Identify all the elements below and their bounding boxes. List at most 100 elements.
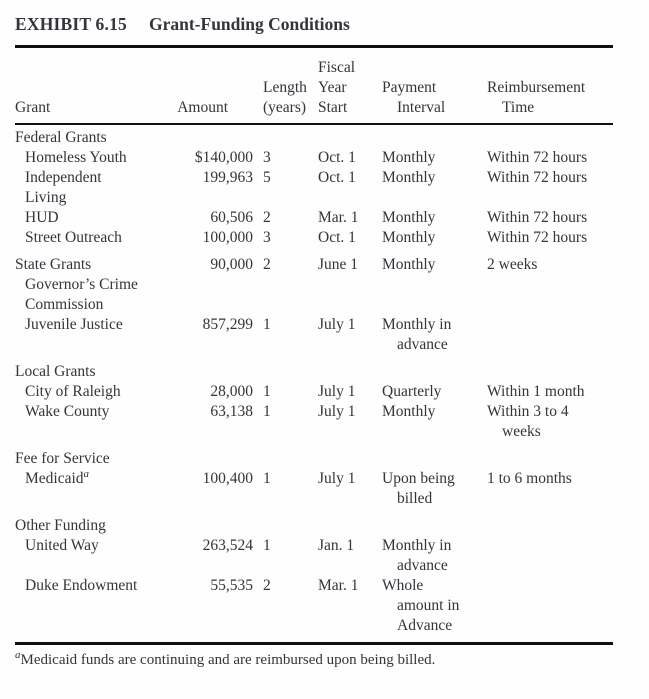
cell-amount: 857,299 — [202, 316, 253, 333]
cell-fiscal-year-start — [315, 275, 382, 295]
grant-name: City of Raleigh — [15, 382, 163, 402]
cell-payment-interval: Whole amount in Advance — [382, 577, 460, 634]
column-header-fiscal-year: Fiscal Year Start — [318, 59, 356, 116]
table-row: Street Outreach 100,000 3 Oct. 1 Monthly With… — [15, 228, 613, 248]
table-row: Wake County 63,138 1 July 1 Monthly Within 3 … — [15, 402, 613, 442]
cell-amount: 28,000 — [210, 383, 253, 400]
table-section: Fee for Service Medicaida 100,400 1 July 1 Up… — [15, 449, 613, 509]
cell-amount — [163, 275, 253, 295]
cell-payment-interval: Monthly — [382, 169, 436, 186]
cell-length-years — [253, 362, 315, 382]
cell-length-years: 3 — [263, 149, 271, 166]
section-name: Other Funding — [15, 516, 163, 536]
cell-fiscal-year-start: Mar. 1 — [318, 209, 359, 226]
column-header-amount: Amount — [177, 99, 228, 116]
cell-amount: 263,524 — [202, 537, 253, 554]
cell-fiscal-year-start — [315, 362, 382, 382]
table-section: Local Grants City of Raleigh 28,000 1 July 1… — [15, 362, 613, 442]
grant-name-text: Duke Endowment — [25, 577, 138, 594]
cell-length-years: 1 — [263, 316, 271, 333]
table-row: City of Raleigh 28,000 1 July 1 Quarterly Wit… — [15, 382, 613, 402]
cell-length-years: 5 — [263, 169, 271, 186]
table-section: Federal Grants Homeless Youth $140,000 3 Oct… — [15, 128, 613, 248]
exhibit-number: EXHIBIT 6.15 — [15, 14, 127, 34]
cell-reimbursement-time — [487, 536, 613, 556]
grant-name-text: Local Grants — [15, 363, 96, 380]
grant-name: United Way — [15, 536, 163, 556]
cell-payment-interval: Quarterly — [382, 383, 442, 400]
cell-length-years — [253, 275, 315, 295]
cell-reimbursement-time: 2 weeks — [487, 256, 538, 273]
grant-name-text: City of Raleigh — [25, 383, 121, 400]
cell-reimbursement-time: Within 72 hours — [487, 209, 588, 226]
table-row: Medicaida 100,400 1 July 1 Upon being billed… — [15, 467, 613, 509]
cell-amount: 63,138 — [210, 403, 253, 420]
section-header-row: State Grants 90,000 2 June 1 Monthly 2 weeks — [15, 255, 613, 275]
exhibit-caption: Grant-Funding Conditions — [148, 14, 350, 34]
grant-name: Medicaida — [15, 467, 163, 489]
column-header-reimbursement: Reimbursement Time — [487, 79, 586, 116]
cell-payment-interval: Monthly in advance — [382, 316, 452, 353]
cell-payment-interval — [382, 362, 487, 382]
table-row: Duke Endowment 55,535 2 Mar. 1 Whole amount … — [15, 576, 613, 636]
table-row: Independent Living 199,963 5 Oct. 1 Monthly W… — [15, 168, 613, 208]
cell-payment-interval — [382, 516, 487, 536]
cell-length-years: 1 — [263, 403, 271, 420]
column-header-grant: Grant — [15, 99, 51, 116]
cell-reimbursement-time: Within 1 month — [487, 383, 585, 400]
grant-name-text: Fee for Service — [15, 450, 110, 467]
section-header-row: Federal Grants — [15, 128, 613, 148]
cell-reimbursement-time — [487, 128, 613, 148]
cell-length-years: 1 — [263, 383, 271, 400]
cell-reimbursement-time: 1 to 6 months — [487, 470, 572, 487]
cell-fiscal-year-start — [315, 449, 382, 469]
cell-payment-interval — [382, 128, 487, 148]
cell-amount: 100,400 — [202, 470, 253, 487]
cell-length-years: 2 — [263, 209, 271, 226]
cell-reimbursement-time — [487, 275, 613, 295]
grant-name: Homeless Youth — [15, 148, 163, 168]
bottom-rule — [15, 642, 613, 645]
section-header-row: Local Grants — [15, 362, 613, 382]
table-section: State Grants 90,000 2 June 1 Monthly 2 weeks G… — [15, 255, 613, 355]
cell-length-years: 1 — [263, 537, 271, 554]
exhibit-title: EXHIBIT 6.15 Grant-Funding Conditions — [15, 12, 613, 38]
cell-payment-interval: Monthly — [382, 209, 436, 226]
grant-name-text: Homeless Youth — [25, 149, 127, 166]
grant-name-text: Federal Grants — [15, 129, 107, 146]
cell-fiscal-year-start: Jan. 1 — [318, 537, 355, 554]
cell-fiscal-year-start: Oct. 1 — [318, 169, 356, 186]
cell-fiscal-year-start: Oct. 1 — [318, 229, 356, 246]
grant-name-text: United Way — [25, 537, 99, 554]
grant-name-text: Juvenile Justice — [25, 316, 123, 333]
grant-name-text: HUD — [25, 209, 59, 226]
grant-name: Governor’s Crime Commission — [15, 275, 163, 315]
cell-reimbursement-time — [487, 449, 613, 469]
cell-amount — [163, 516, 253, 536]
cell-length-years — [253, 128, 315, 148]
cell-fiscal-year-start: July 1 — [318, 383, 356, 400]
superscript-marker: a — [83, 467, 90, 480]
cell-fiscal-year-start: July 1 — [318, 316, 356, 333]
grant-name: Street Outreach — [15, 228, 163, 248]
cell-amount: 100,000 — [202, 229, 253, 246]
grant-name: HUD — [15, 208, 163, 228]
cell-length-years: 3 — [263, 229, 271, 246]
cell-payment-interval: Monthly — [382, 149, 436, 166]
column-header-length: Length (years) — [263, 79, 307, 116]
cell-amount — [163, 128, 253, 148]
grant-name-text: Other Funding — [15, 517, 106, 534]
cell-fiscal-year-start: Mar. 1 — [318, 577, 359, 594]
cell-length-years: 2 — [263, 256, 271, 273]
section-header-row: Other Funding — [15, 516, 613, 536]
cell-amount: $140,000 — [194, 149, 253, 166]
cell-fiscal-year-start: Oct. 1 — [318, 149, 356, 166]
section-header-row: Fee for Service — [15, 449, 613, 469]
cell-reimbursement-time: Within 3 to 4 weeks — [487, 403, 569, 440]
title-rule — [15, 45, 613, 48]
cell-amount: 55,535 — [210, 577, 253, 594]
cell-fiscal-year-start — [315, 516, 382, 536]
grant-name: Duke Endowment — [15, 576, 163, 596]
cell-reimbursement-time: Within 72 hours — [487, 229, 588, 246]
